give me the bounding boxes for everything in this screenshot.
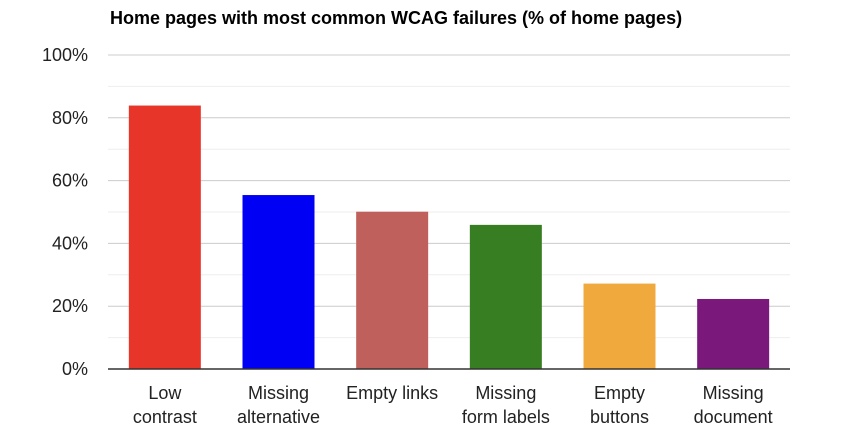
bar: [242, 195, 315, 369]
x-axis-category-labels: Low contrast Missing alternative Empty links…: [133, 383, 773, 427]
x-category-label: Empty buttons: [590, 383, 649, 427]
y-tick-label: 60%: [52, 171, 88, 191]
gridlines: [108, 54, 790, 339]
y-tick-label: 40%: [52, 233, 88, 253]
x-category-label: Low contrast: [133, 383, 197, 427]
chart-title: Home pages with most common WCAG failure…: [110, 8, 682, 28]
x-category-label: Empty links: [346, 383, 438, 403]
bar: [469, 224, 542, 369]
bar: [356, 211, 429, 369]
bars: [128, 105, 770, 369]
y-tick-label: 0%: [62, 359, 88, 379]
y-tick-label: 20%: [52, 296, 88, 316]
x-category-label: Missing alternative: [237, 383, 320, 427]
bar: [128, 105, 201, 369]
y-axis-tick-labels: 0% 20% 40% 60% 80% 100%: [42, 45, 88, 379]
bar: [583, 283, 656, 369]
bar: [697, 298, 770, 369]
x-category-label: Missing form labels: [462, 383, 550, 427]
x-category-label: Missing document: [694, 383, 773, 427]
y-tick-label: 100%: [42, 45, 88, 65]
y-tick-label: 80%: [52, 108, 88, 128]
